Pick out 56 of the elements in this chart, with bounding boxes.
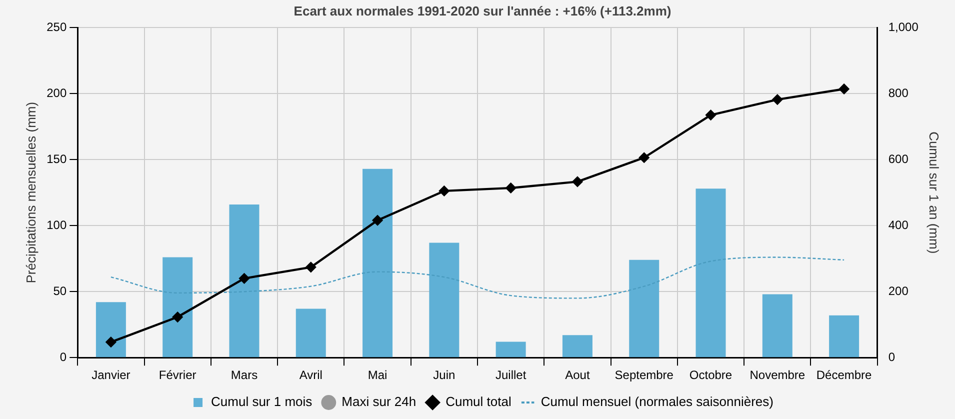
legend-label: Cumul total [446,394,512,410]
point [439,186,450,196]
point [772,94,782,105]
y-axis-title: Précipitations mensuelles (mm) [23,102,38,284]
bar [162,257,193,358]
y2-tick-label: 0 [888,350,896,364]
y2-tick-label: 1,000 [888,20,919,34]
line-series [110,256,845,299]
x-tick-label: Juin [433,368,456,382]
x-tick-label: Janvier [92,368,130,382]
y2-tick-label: 200 [888,284,909,298]
point [639,152,650,163]
x-tick-label: Novembre [750,368,806,382]
y-tick-label: 150 [46,152,67,166]
bar [429,242,460,358]
point [106,336,116,348]
x-tick-label: Septembre [614,368,674,382]
x-tick-label: Aout [565,368,590,382]
legend-label: Maxi sur 24h [342,394,416,410]
y-tick-label: 50 [53,284,67,298]
bar [96,302,126,358]
point [239,273,250,284]
y-tick-label: 250 [46,20,67,34]
x-tick-label: Avril [299,368,322,382]
y2-tick-label: 600 [888,152,909,166]
x-tick-label: Décembre [816,368,872,382]
y2-axis-title: Cumul sur 1 an (mm) [926,132,942,254]
bar [562,335,592,358]
y-tick-label: 200 [46,86,67,100]
y-tick-label: 100 [46,218,67,232]
legend-label: Cumul sur 1 mois [211,394,313,410]
point [838,84,850,94]
point [172,312,183,322]
y2-tick-label: 800 [888,86,909,100]
x-tick-label: Mai [368,368,388,382]
point [306,262,316,272]
bar [762,294,792,358]
x-tick-label: Juillet [495,368,527,382]
point [572,176,583,187]
chart-subtitle: Ecart aux normales 1991-2020 sur l'année : +16% (+113.2mm) [294,3,672,18]
y2-tick-label: 400 [888,218,909,232]
bar [496,342,526,358]
bar [696,188,726,358]
bar [296,308,326,358]
bar [629,260,660,358]
legend-label: Cumul mensuel (normales saisonnières) [540,394,774,410]
bar [829,315,860,358]
x-tick-label: Octobre [689,368,732,382]
point [706,110,716,120]
y-tick-label: 0 [60,350,67,364]
x-tick-label: Mars [230,368,258,382]
bar [362,168,393,358]
bar [229,204,260,358]
x-tick-label: Février [158,368,196,382]
point [372,215,383,226]
point [506,182,516,194]
